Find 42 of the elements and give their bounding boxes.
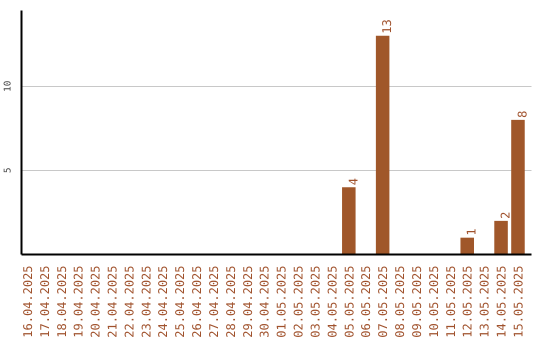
x-tick-label: 14.05.2025 <box>494 265 509 338</box>
data-label: 2 <box>498 212 513 219</box>
x-tick-label: 08.05.2025 <box>393 265 408 338</box>
x-tick-label: 13.05.2025 <box>478 265 492 338</box>
x-tick-label: 25.04.2025 <box>173 265 188 338</box>
x-tick-label: 04.05.2025 <box>325 265 340 338</box>
data-label: 13 <box>380 19 394 34</box>
x-tick-label: 19.04.2025 <box>72 265 86 338</box>
x-tick-label: 07.05.2025 <box>376 265 390 338</box>
x-tick-label: 03.05.2025 <box>308 265 322 338</box>
x-tick-label: 05.05.2025 <box>342 265 356 338</box>
x-tick-label: 29.04.2025 <box>240 265 255 338</box>
data-label: 8 <box>515 110 530 118</box>
bar <box>376 36 390 254</box>
x-tick-label: 24.04.2025 <box>156 265 170 338</box>
x-tick-label: 01.05.2025 <box>274 265 289 338</box>
y-tick-label: 5 <box>2 168 14 174</box>
x-tick-label: 22.04.2025 <box>122 265 136 338</box>
bar <box>460 238 474 254</box>
data-label: 4 <box>346 178 360 186</box>
x-tick-label: 18.04.2025 <box>54 265 69 338</box>
bar <box>342 187 356 254</box>
bar <box>511 120 525 254</box>
x-tick-label: 10.05.2025 <box>426 265 441 338</box>
x-tick-label: 27.04.2025 <box>206 265 221 338</box>
x-tick-label: 23.04.2025 <box>139 265 154 338</box>
x-tick-label: 15.05.2025 <box>511 265 526 338</box>
x-tick-label: 12.05.2025 <box>460 265 475 338</box>
bar <box>494 220 508 254</box>
x-tick-label: 21.04.2025 <box>106 265 120 338</box>
x-tick-label: 20.04.2025 <box>88 265 103 338</box>
x-tick-label: 16.04.2025 <box>20 265 35 338</box>
x-tick-label: 06.05.2025 <box>359 265 374 338</box>
x-tick-label: 28.04.2025 <box>224 265 238 338</box>
x-tick-label: 11.05.2025 <box>444 265 458 338</box>
x-tick-label: 17.04.2025 <box>38 265 52 338</box>
x-tick-label: 26.04.2025 <box>190 265 204 338</box>
y-tick-label: 10 <box>2 80 14 92</box>
x-tick-label: 09.05.2025 <box>410 265 424 338</box>
x-tick-label: 30.04.2025 <box>258 265 272 338</box>
data-label: 1 <box>464 228 479 236</box>
x-tick-label: 02.05.2025 <box>292 265 306 338</box>
